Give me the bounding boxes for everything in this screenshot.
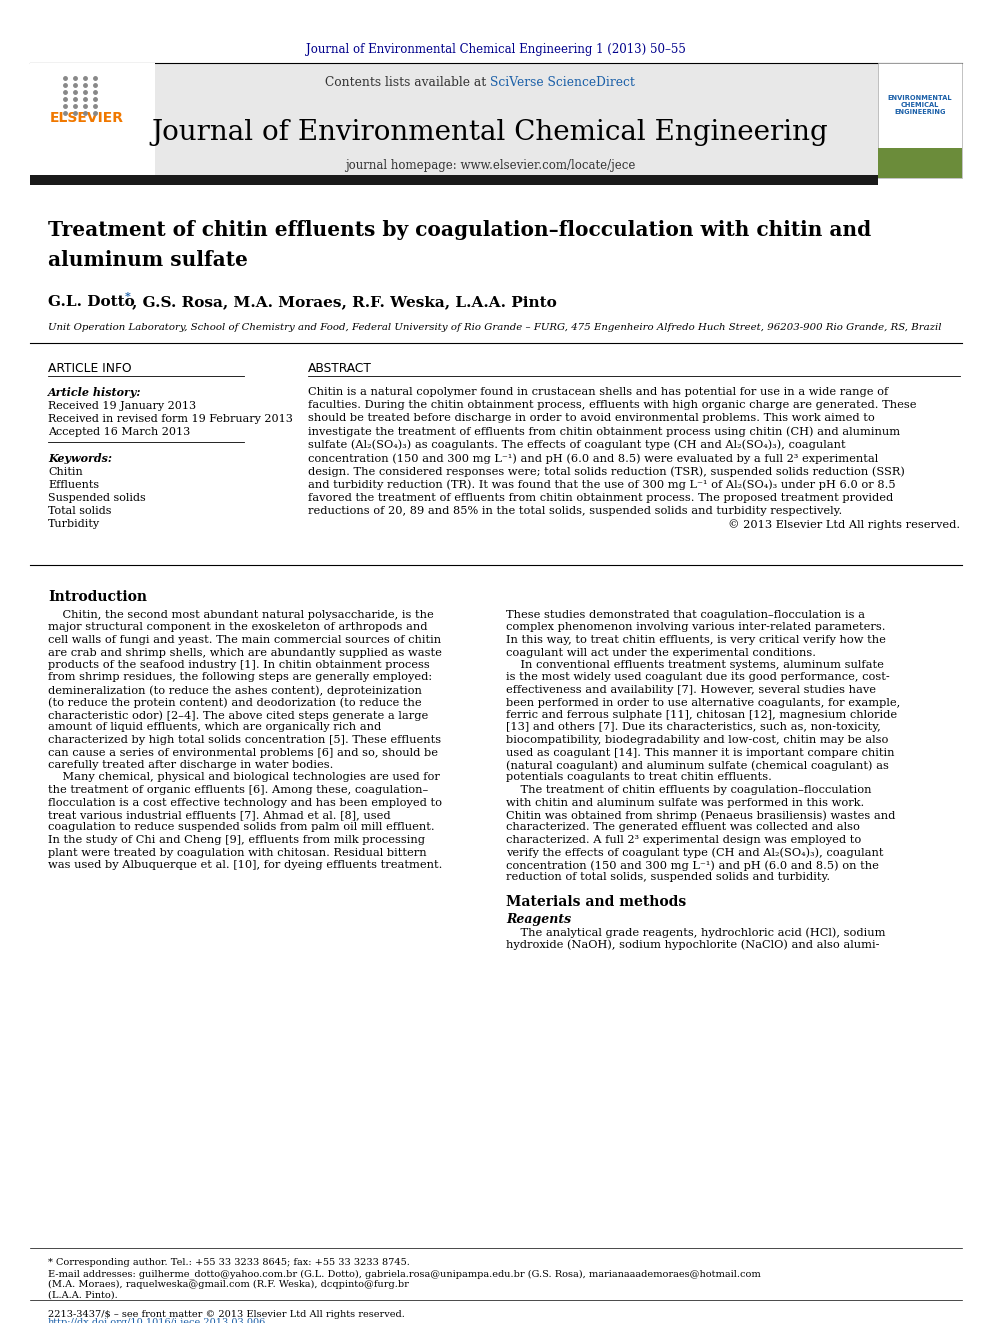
- Text: hydroxide (NaOH), sodium hypochlorite (NaClO) and also alumi-: hydroxide (NaOH), sodium hypochlorite (N…: [506, 939, 880, 950]
- Text: Contents lists available at: Contents lists available at: [324, 77, 490, 90]
- Text: plant were treated by coagulation with chitosan. Residual bittern: plant were treated by coagulation with c…: [48, 848, 427, 857]
- Text: investigate the treatment of effluents from chitin obtainment process using chit: investigate the treatment of effluents f…: [308, 426, 900, 437]
- Text: verify the effects of coagulant type (CH and Al₂(SO₄)₃), coagulant: verify the effects of coagulant type (CH…: [506, 848, 884, 859]
- Text: biocompatibility, biodegradability and low-cost, chitin may be also: biocompatibility, biodegradability and l…: [506, 736, 889, 745]
- Text: ABSTRACT: ABSTRACT: [308, 363, 372, 374]
- Text: SciVerse ScienceDirect: SciVerse ScienceDirect: [490, 77, 635, 90]
- Text: The treatment of chitin effluents by coagulation–flocculation: The treatment of chitin effluents by coa…: [506, 785, 872, 795]
- Text: Accepted 16 March 2013: Accepted 16 March 2013: [48, 427, 190, 437]
- Text: should be treated before discharge in order to avoid environmental problems. Thi: should be treated before discharge in or…: [308, 413, 875, 423]
- Text: * Corresponding author. Tel.: +55 33 3233 8645; fax: +55 33 3233 8745.: * Corresponding author. Tel.: +55 33 323…: [48, 1258, 410, 1267]
- Text: complex phenomenon involving various inter-related parameters.: complex phenomenon involving various int…: [506, 623, 886, 632]
- Text: cell walls of fungi and yeast. The main commercial sources of chitin: cell walls of fungi and yeast. The main …: [48, 635, 441, 646]
- Text: used as coagulant [14]. This manner it is important compare chitin: used as coagulant [14]. This manner it i…: [506, 747, 895, 758]
- Text: In this way, to treat chitin effluents, is very critical verify how the: In this way, to treat chitin effluents, …: [506, 635, 886, 646]
- Text: Article history:: Article history:: [48, 388, 142, 398]
- Text: is the most widely used coagulant due its good performance, cost-: is the most widely used coagulant due it…: [506, 672, 890, 683]
- Text: Suspended solids: Suspended solids: [48, 493, 146, 503]
- Bar: [878, 64, 962, 179]
- Text: characteristic odor) [2–4]. The above cited steps generate a large: characteristic odor) [2–4]. The above ci…: [48, 710, 429, 721]
- Text: ENVIRONMENTAL
CHEMICAL
ENGINEERING: ENVIRONMENTAL CHEMICAL ENGINEERING: [888, 95, 952, 115]
- Text: concentration (150 and 300 mg L⁻¹) and pH (6.0 and 8.5) on the: concentration (150 and 300 mg L⁻¹) and p…: [506, 860, 879, 871]
- Text: These studies demonstrated that coagulation–flocculation is a: These studies demonstrated that coagulat…: [506, 610, 865, 620]
- Text: In conventional effluents treatment systems, aluminum sulfate: In conventional effluents treatment syst…: [506, 660, 884, 669]
- Text: demineralization (to reduce the ashes content), deproteinization: demineralization (to reduce the ashes co…: [48, 685, 422, 696]
- Text: (to reduce the protein content) and deodorization (to reduce the: (to reduce the protein content) and deod…: [48, 697, 422, 708]
- Text: Journal of Environmental Chemical Engineering 1 (2013) 50–55: Journal of Environmental Chemical Engine…: [307, 44, 685, 57]
- Text: Chitin is a natural copolymer found in crustacean shells and has potential for u: Chitin is a natural copolymer found in c…: [308, 388, 888, 397]
- Text: flocculation is a cost effective technology and has been employed to: flocculation is a cost effective technol…: [48, 798, 442, 807]
- Text: coagulation to reduce suspended solids from palm oil mill effluent.: coagulation to reduce suspended solids f…: [48, 823, 434, 832]
- Text: Chitin: Chitin: [48, 467, 82, 478]
- Text: Chitin, the second most abundant natural polysaccharide, is the: Chitin, the second most abundant natural…: [48, 610, 434, 620]
- Text: Received in revised form 19 February 2013: Received in revised form 19 February 201…: [48, 414, 293, 423]
- Text: 2213-3437/$ – see front matter © 2013 Elsevier Ltd All rights reserved.: 2213-3437/$ – see front matter © 2013 El…: [48, 1310, 405, 1319]
- Text: effectiveness and availability [7]. However, several studies have: effectiveness and availability [7]. Howe…: [506, 685, 876, 695]
- Text: potentials coagulants to treat chitin effluents.: potentials coagulants to treat chitin ef…: [506, 773, 772, 782]
- Bar: [878, 148, 962, 179]
- Text: Many chemical, physical and biological technologies are used for: Many chemical, physical and biological t…: [48, 773, 439, 782]
- Text: © 2013 Elsevier Ltd All rights reserved.: © 2013 Elsevier Ltd All rights reserved.: [728, 519, 960, 529]
- Text: Received 19 January 2013: Received 19 January 2013: [48, 401, 196, 411]
- Text: the treatment of organic effluents [6]. Among these, coagulation–: the treatment of organic effluents [6]. …: [48, 785, 429, 795]
- Text: Turbidity: Turbidity: [48, 519, 100, 529]
- Text: are crab and shrimp shells, which are abundantly supplied as waste: are crab and shrimp shells, which are ab…: [48, 647, 441, 658]
- Text: reduction of total solids, suspended solids and turbidity.: reduction of total solids, suspended sol…: [506, 872, 830, 882]
- Text: The analytical grade reagents, hydrochloric acid (HCl), sodium: The analytical grade reagents, hydrochlo…: [506, 927, 886, 938]
- Text: (M.A. Moraes), raquelweska@gmail.com (R.F. Weska), dcqpinto@furg.br: (M.A. Moraes), raquelweska@gmail.com (R.…: [48, 1279, 409, 1289]
- Text: products of the seafood industry [1]. In chitin obtainment process: products of the seafood industry [1]. In…: [48, 660, 430, 669]
- Text: characterized. A full 2³ experimental design was employed to: characterized. A full 2³ experimental de…: [506, 835, 861, 845]
- Text: , G.S. Rosa, M.A. Moraes, R.F. Weska, L.A.A. Pinto: , G.S. Rosa, M.A. Moraes, R.F. Weska, L.…: [132, 295, 557, 310]
- Text: was used by Albuquerque et al. [10], for dyeing effluents treatment.: was used by Albuquerque et al. [10], for…: [48, 860, 442, 871]
- Text: E-mail addresses: guilherme_dotto@yahoo.com.br (G.L. Dotto), gabriela.rosa@unipa: E-mail addresses: guilherme_dotto@yahoo.…: [48, 1269, 761, 1279]
- Text: Treatment of chitin effluents by coagulation–flocculation with chitin and: Treatment of chitin effluents by coagula…: [48, 220, 871, 239]
- Text: Reagents: Reagents: [506, 913, 571, 926]
- Text: characterized. The generated effluent was collected and also: characterized. The generated effluent wa…: [506, 823, 860, 832]
- Text: (L.A.A. Pinto).: (L.A.A. Pinto).: [48, 1291, 118, 1301]
- Text: aluminum sulfate: aluminum sulfate: [48, 250, 248, 270]
- Text: from shrimp residues, the following steps are generally employed:: from shrimp residues, the following step…: [48, 672, 433, 683]
- Text: with chitin and aluminum sulfate was performed in this work.: with chitin and aluminum sulfate was per…: [506, 798, 864, 807]
- Text: concentration (150 and 300 mg L⁻¹) and pH (6.0 and 8.5) were evaluated by a full: concentration (150 and 300 mg L⁻¹) and p…: [308, 452, 878, 463]
- Text: treat various industrial effluents [7]. Ahmad et al. [8], used: treat various industrial effluents [7]. …: [48, 810, 391, 820]
- Text: (natural coagulant) and aluminum sulfate (chemical coagulant) as: (natural coagulant) and aluminum sulfate…: [506, 759, 889, 770]
- Text: design. The considered responses were; total solids reduction (TSR), suspended s: design. The considered responses were; t…: [308, 466, 905, 476]
- Text: ARTICLE INFO: ARTICLE INFO: [48, 363, 132, 374]
- Bar: [30, 64, 155, 179]
- Text: coagulant will act under the experimental conditions.: coagulant will act under the experimenta…: [506, 647, 816, 658]
- Text: Chitin was obtained from shrimp (Penaeus brasiliensis) wastes and: Chitin was obtained from shrimp (Penaeus…: [506, 810, 896, 820]
- Text: journal homepage: www.elsevier.com/locate/jece: journal homepage: www.elsevier.com/locat…: [345, 160, 635, 172]
- Text: faculties. During the chitin obtainment process, effluents with high organic cha: faculties. During the chitin obtainment …: [308, 400, 917, 410]
- Text: favored the treatment of effluents from chitin obtainment process. The proposed : favored the treatment of effluents from …: [308, 492, 893, 503]
- Text: Total solids: Total solids: [48, 505, 111, 516]
- Text: Effluents: Effluents: [48, 480, 99, 490]
- Text: can cause a series of environmental problems [6] and so, should be: can cause a series of environmental prob…: [48, 747, 438, 758]
- Text: carefully treated after discharge in water bodies.: carefully treated after discharge in wat…: [48, 759, 333, 770]
- Text: been performed in order to use alternative coagulants, for example,: been performed in order to use alternati…: [506, 697, 901, 708]
- Text: Unit Operation Laboratory, School of Chemistry and Food, Federal University of R: Unit Operation Laboratory, School of Che…: [48, 323, 941, 332]
- Text: reductions of 20, 89 and 85% in the total solids, suspended solids and turbidity: reductions of 20, 89 and 85% in the tota…: [308, 505, 842, 516]
- Text: Materials and methods: Materials and methods: [506, 894, 686, 909]
- Text: amount of liquid effluents, which are organically rich and: amount of liquid effluents, which are or…: [48, 722, 381, 733]
- Bar: [30, 175, 878, 185]
- Text: Keywords:: Keywords:: [48, 452, 112, 464]
- Text: Introduction: Introduction: [48, 590, 147, 605]
- Bar: [30, 64, 900, 179]
- Text: [13] and others [7]. Due its characteristics, such as, non-toxicity,: [13] and others [7]. Due its characteris…: [506, 722, 881, 733]
- Text: ELSEVIER: ELSEVIER: [50, 111, 124, 124]
- Text: Journal of Environmental Chemical Engineering: Journal of Environmental Chemical Engine…: [152, 119, 828, 147]
- Text: G.L. Dotto: G.L. Dotto: [48, 295, 140, 310]
- Text: *: *: [125, 291, 131, 302]
- Text: http://dx.doi.org/10.1016/j.jece.2013.03.006: http://dx.doi.org/10.1016/j.jece.2013.03…: [48, 1318, 266, 1323]
- Text: ferric and ferrous sulphate [11], chitosan [12], magnesium chloride: ferric and ferrous sulphate [11], chitos…: [506, 710, 897, 720]
- Text: sulfate (Al₂(SO₄)₃) as coagulants. The effects of coagulant type (CH and Al₂(SO₄: sulfate (Al₂(SO₄)₃) as coagulants. The e…: [308, 439, 845, 450]
- Text: major structural component in the exoskeleton of arthropods and: major structural component in the exoske…: [48, 623, 428, 632]
- Text: and turbidity reduction (TR). It was found that the use of 300 mg L⁻¹ of Al₂(SO₄: and turbidity reduction (TR). It was fou…: [308, 479, 896, 490]
- Text: In the study of Chi and Cheng [9], effluents from milk processing: In the study of Chi and Cheng [9], efflu…: [48, 835, 425, 845]
- Text: characterized by high total solids concentration [5]. These effluents: characterized by high total solids conce…: [48, 736, 441, 745]
